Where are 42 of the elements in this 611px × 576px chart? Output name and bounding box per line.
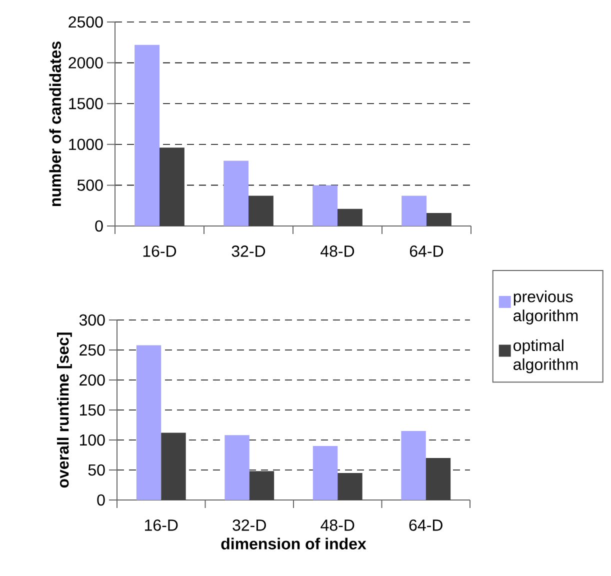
y-tick-label: 1500 [69, 98, 103, 110]
x-tick-label: 64-D [409, 520, 442, 531]
bar [136, 345, 162, 500]
legend-label: previous algorithm [514, 290, 578, 324]
x-tick-label: 48-D [320, 520, 354, 531]
y-tick-label: 200 [80, 374, 105, 386]
bar [426, 212, 452, 226]
bar [426, 458, 451, 500]
bar [249, 471, 274, 500]
x-tick-label: 64-D [410, 246, 444, 257]
bar [248, 196, 274, 226]
y-tick-label: 0 [95, 220, 103, 232]
y-tick-label: 250 [80, 344, 105, 356]
x-tick-label: 16-D [143, 246, 176, 257]
y-tick-label: 50 [88, 464, 105, 476]
y-tick-label: 2000 [68, 57, 103, 68]
x-tick-label: 32-D [232, 520, 266, 531]
bar [312, 446, 338, 500]
x-tick-label: 32-D [232, 246, 266, 257]
y-tick-label: 2500 [68, 16, 103, 28]
bar [134, 44, 160, 226]
bar [402, 196, 426, 226]
bar [161, 432, 186, 500]
y-tick-label: 300 [79, 314, 105, 326]
legend-label: optimal algorithm [514, 339, 578, 374]
y-tick-label: 100 [80, 434, 105, 446]
y-axis-title: number of candidates [49, 42, 62, 206]
bar [224, 435, 250, 500]
y-tick-label: 1000 [69, 138, 103, 150]
y-tick-label: 150 [80, 404, 105, 416]
bar [312, 185, 338, 226]
y-tick-label: 0 [97, 494, 105, 506]
x-tick-label: 16-D [145, 520, 178, 531]
bar [338, 472, 362, 500]
y-tick-label: 500 [77, 180, 103, 191]
bar [160, 148, 184, 226]
x-tick-label: 48-D [320, 246, 354, 257]
y-axis-title: overall runtime [sec] [57, 332, 72, 488]
bar [338, 208, 362, 226]
bar [401, 430, 426, 500]
bar [224, 160, 249, 226]
x-axis-title: dimension of index [221, 538, 366, 550]
